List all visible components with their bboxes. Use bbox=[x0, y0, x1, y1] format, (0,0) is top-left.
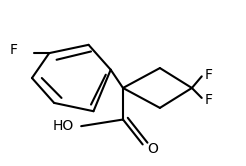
Text: HO: HO bbox=[53, 119, 74, 133]
Text: F: F bbox=[204, 93, 212, 107]
Text: F: F bbox=[204, 68, 212, 82]
Text: F: F bbox=[10, 43, 18, 57]
Text: O: O bbox=[148, 142, 158, 156]
